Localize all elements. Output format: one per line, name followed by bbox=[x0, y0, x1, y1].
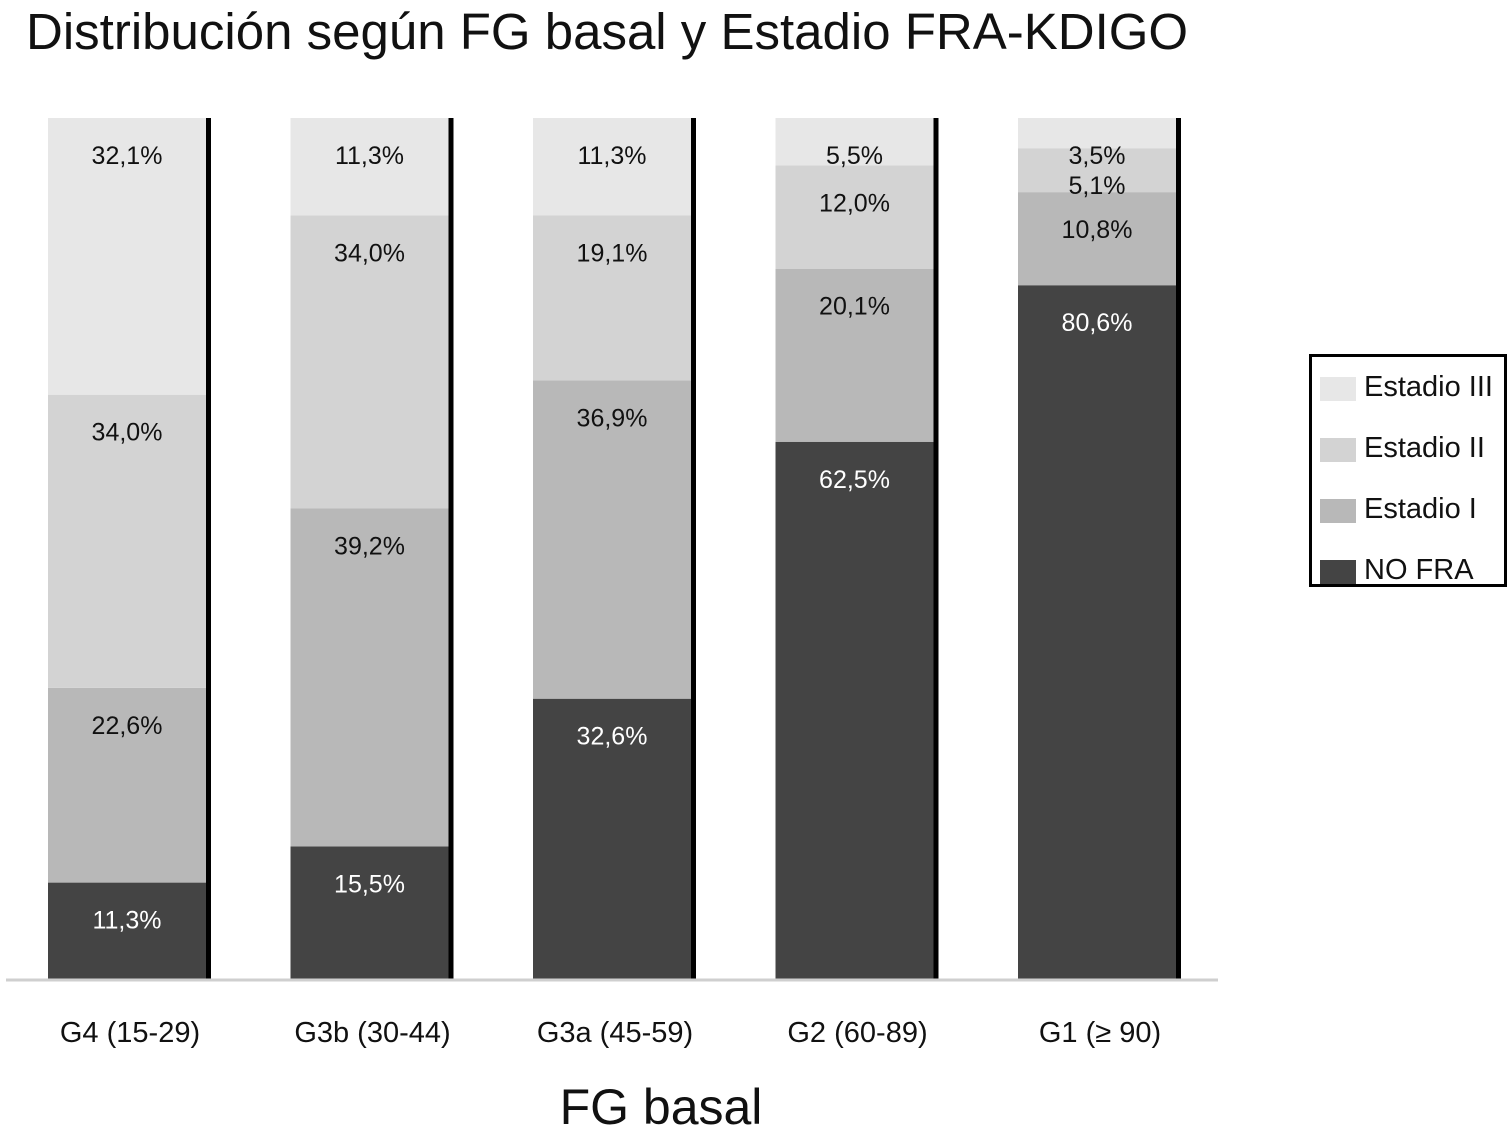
data-label-estadio-i-1: 22,6% bbox=[92, 712, 163, 740]
data-label-estadio-iii-5: 3,5% bbox=[1069, 142, 1126, 170]
data-label-no-fra-4: 62,5% bbox=[819, 466, 890, 494]
legend-swatch-estadio-iii bbox=[1320, 377, 1356, 401]
bar-segment-estadio-ii-4 bbox=[775, 165, 934, 269]
bar-edge-3 bbox=[691, 118, 696, 980]
x-tick-labels: G4 (15-29) G3b (30-44) G3a (45-59) G2 (60-8… bbox=[60, 1017, 1161, 1049]
legend-label-estadio-i: Estadio I bbox=[1364, 493, 1477, 525]
x-tick-label-2: G3b (30-44) bbox=[294, 1017, 450, 1049]
x-tick-label-3: G3a (45-59) bbox=[537, 1017, 693, 1049]
stacked-bar-chart: 11,3% 22,6% 34,0% 32,1% 15,5% 39,2% 34,0% 11,3%… bbox=[6, 118, 1218, 1049]
x-tick-label-4: G2 (60-89) bbox=[787, 1017, 927, 1049]
bar-segment-no-fra-1 bbox=[48, 882, 206, 980]
data-label-estadio-i-2: 39,2% bbox=[334, 532, 405, 560]
legend-label-estadio-ii: Estadio II bbox=[1364, 432, 1485, 464]
data-label-estadio-iii-1: 32,1% bbox=[92, 142, 163, 170]
legend-swatch-estadio-ii bbox=[1320, 438, 1356, 462]
data-label-estadio-i-5: 10,8% bbox=[1062, 216, 1133, 244]
bar-segment-estadio-i-3 bbox=[533, 380, 691, 699]
data-label-estadio-ii-2: 34,0% bbox=[334, 239, 405, 267]
data-label-no-fra-2: 15,5% bbox=[334, 870, 405, 898]
bar-segment-estadio-ii-1 bbox=[48, 394, 206, 688]
bar-segment-no-fra-3 bbox=[533, 698, 691, 980]
bar-edge-4 bbox=[933, 118, 939, 980]
bar-segment-estadio-ii-2 bbox=[290, 215, 449, 509]
bar-segment-estadio-i-4 bbox=[775, 268, 934, 442]
data-label-no-fra-1: 11,3% bbox=[92, 907, 161, 935]
data-label-no-fra-3: 32,6% bbox=[577, 723, 648, 751]
data-label-estadio-iii-4: 5,5% bbox=[826, 142, 883, 170]
bar-segment-no-fra-2 bbox=[290, 846, 449, 980]
legend: Estadio III Estadio II Estadio I NO FRA bbox=[1309, 354, 1507, 587]
bar-segment-estadio-i-2 bbox=[290, 508, 449, 847]
bar-edge-2 bbox=[448, 118, 454, 980]
x-tick-label-1: G4 (15-29) bbox=[60, 1017, 200, 1049]
bar-segment-no-fra-5 bbox=[1018, 285, 1176, 980]
x-axis-label: FG basal bbox=[559, 1079, 763, 1135]
bar-segment-estadio-ii-3 bbox=[533, 215, 691, 381]
data-label-no-fra-5: 80,6% bbox=[1062, 309, 1133, 337]
data-label-estadio-ii-3: 19,1% bbox=[577, 240, 648, 268]
chart-title: Distribución según FG basal y Estadio FR… bbox=[26, 3, 1189, 60]
data-label-estadio-i-3: 36,9% bbox=[577, 404, 648, 432]
x-tick-label-5: G1 (≥ 90) bbox=[1039, 1017, 1161, 1049]
bar-edge-1 bbox=[206, 118, 211, 980]
data-label-estadio-i-4: 20,1% bbox=[819, 293, 890, 321]
bar-segment-estadio-i-5 bbox=[1018, 192, 1176, 286]
data-label-estadio-ii-4: 12,0% bbox=[819, 189, 890, 217]
bar-edge-5 bbox=[1176, 118, 1181, 980]
bar-segment-estadio-i-1 bbox=[48, 687, 206, 883]
data-label-estadio-iii-2: 11,3% bbox=[335, 142, 404, 170]
bar-segment-estadio-iii-4 bbox=[775, 118, 934, 166]
bar-segment-estadio-iii-1 bbox=[48, 118, 206, 395]
bar-segment-estadio-iii-3 bbox=[533, 118, 691, 216]
data-label-estadio-ii-5: 5,1% bbox=[1069, 172, 1126, 200]
legend-label-no-fra: NO FRA bbox=[1364, 554, 1474, 586]
bar-segment-estadio-iii-2 bbox=[290, 118, 449, 216]
data-label-estadio-iii-3: 11,3% bbox=[577, 142, 646, 170]
legend-swatch-estadio-i bbox=[1320, 499, 1356, 523]
bar-segment-no-fra-4 bbox=[775, 441, 934, 980]
bar-segment-estadio-iii-5 bbox=[1018, 118, 1176, 149]
bars-layer: 11,3% 22,6% 34,0% 32,1% 15,5% 39,2% 34,0% 11,3%… bbox=[48, 118, 1181, 980]
legend-label-estadio-iii: Estadio III bbox=[1364, 371, 1493, 403]
bar-segment-estadio-ii-5 bbox=[1018, 148, 1176, 193]
legend-swatch-no-fra bbox=[1320, 560, 1356, 584]
data-label-estadio-ii-1: 34,0% bbox=[92, 419, 163, 447]
